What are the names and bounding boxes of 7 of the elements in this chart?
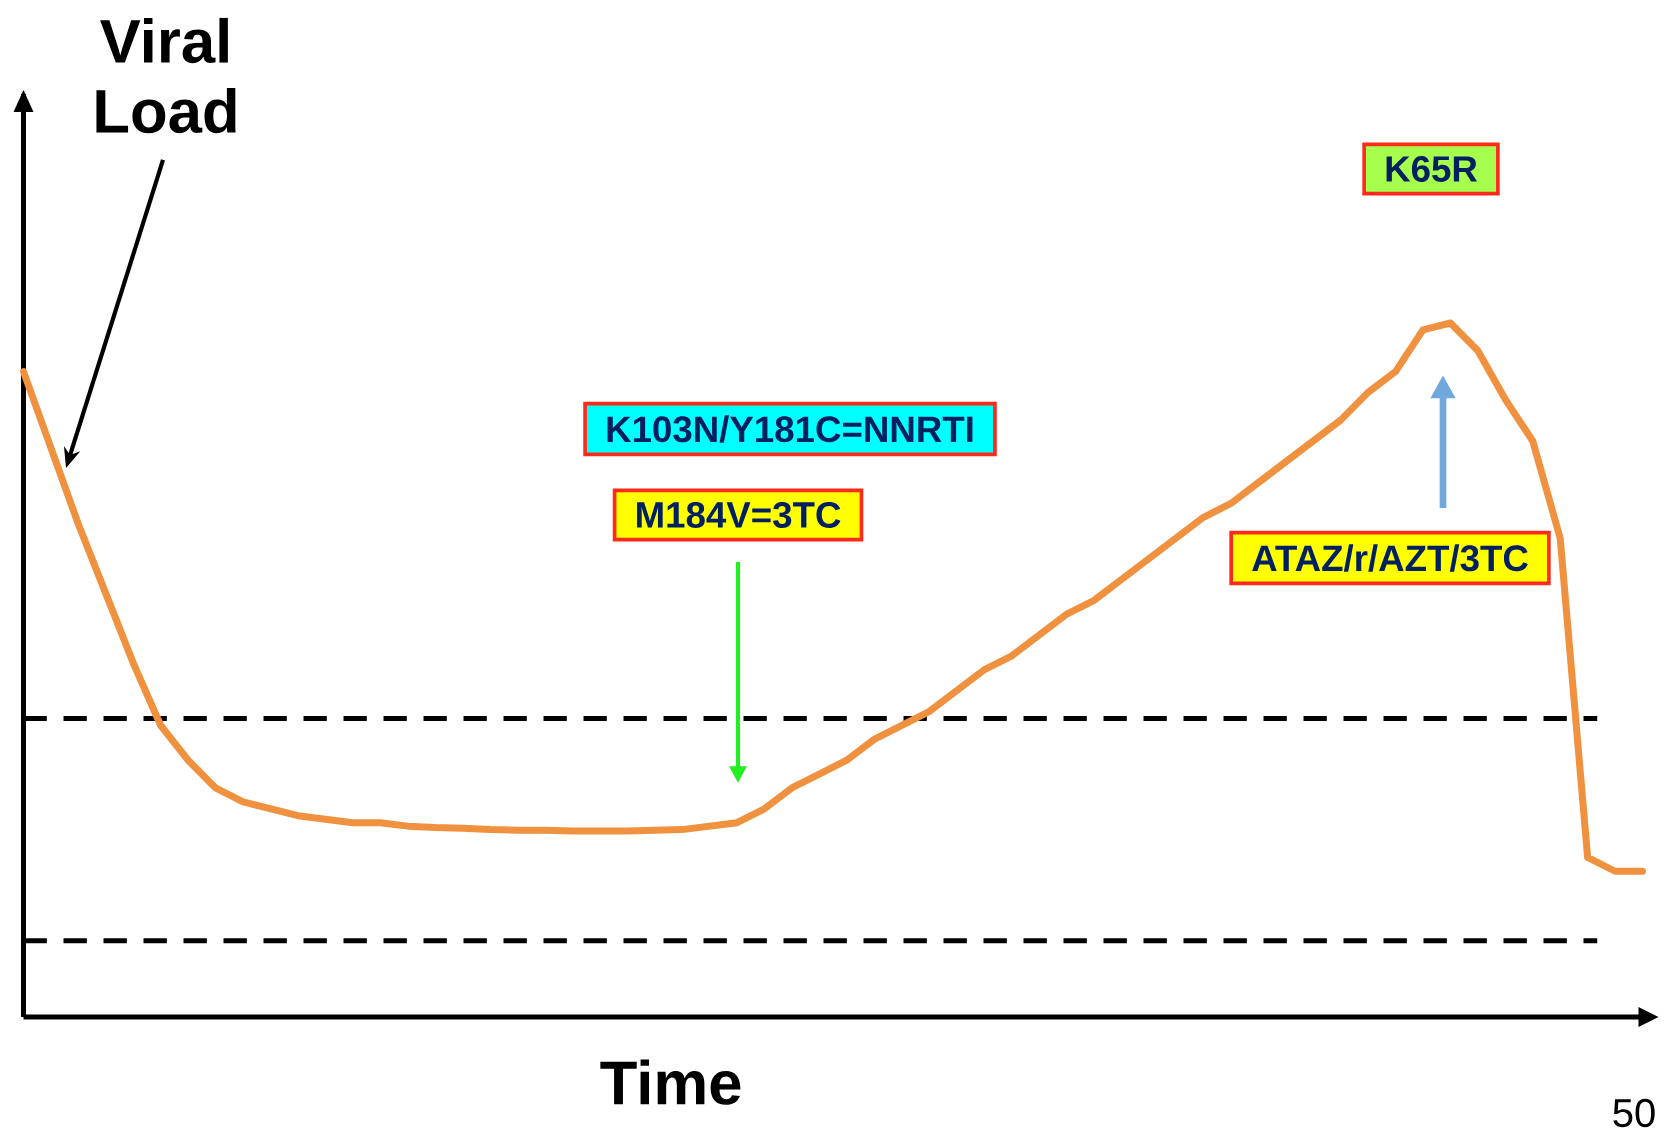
annotation: M184V=3TC	[637, 501, 841, 528]
x-axis-title: Time	[600, 1059, 741, 1105]
text: K65R	[1386, 155, 1478, 182]
text: 50	[1613, 1098, 1655, 1128]
annotation: ATAZ/r/AZT/3TC	[1252, 544, 1528, 572]
y-axis-title: Viral Load	[96, 17, 236, 134]
annotation: K103N/Y181C=NNRTI	[607, 415, 973, 443]
